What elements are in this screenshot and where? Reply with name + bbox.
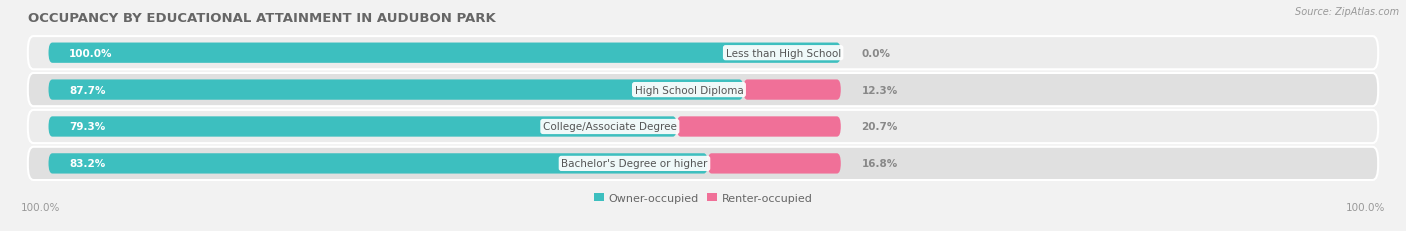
FancyBboxPatch shape bbox=[28, 37, 1378, 70]
Text: College/Associate Degree: College/Associate Degree bbox=[543, 122, 676, 132]
Text: 16.8%: 16.8% bbox=[862, 159, 897, 169]
Text: Bachelor's Degree or higher: Bachelor's Degree or higher bbox=[561, 159, 707, 169]
Text: 20.7%: 20.7% bbox=[862, 122, 898, 132]
FancyBboxPatch shape bbox=[28, 74, 1378, 107]
Text: 100.0%: 100.0% bbox=[21, 202, 60, 212]
Text: 12.3%: 12.3% bbox=[862, 85, 897, 95]
Text: OCCUPANCY BY EDUCATIONAL ATTAINMENT IN AUDUBON PARK: OCCUPANCY BY EDUCATIONAL ATTAINMENT IN A… bbox=[28, 12, 495, 24]
FancyBboxPatch shape bbox=[48, 117, 676, 137]
Text: Less than High School: Less than High School bbox=[725, 49, 841, 58]
FancyBboxPatch shape bbox=[28, 110, 1378, 143]
FancyBboxPatch shape bbox=[707, 154, 841, 174]
Text: Source: ZipAtlas.com: Source: ZipAtlas.com bbox=[1295, 7, 1399, 17]
Text: High School Diploma: High School Diploma bbox=[634, 85, 744, 95]
FancyBboxPatch shape bbox=[48, 43, 841, 64]
Text: 87.7%: 87.7% bbox=[69, 85, 105, 95]
FancyBboxPatch shape bbox=[676, 117, 841, 137]
Text: 0.0%: 0.0% bbox=[862, 49, 890, 58]
Text: 100.0%: 100.0% bbox=[1346, 202, 1385, 212]
FancyBboxPatch shape bbox=[48, 80, 744, 100]
FancyBboxPatch shape bbox=[744, 80, 841, 100]
Legend: Owner-occupied, Renter-occupied: Owner-occupied, Renter-occupied bbox=[593, 193, 813, 203]
Text: 100.0%: 100.0% bbox=[69, 49, 112, 58]
FancyBboxPatch shape bbox=[28, 147, 1378, 180]
Text: 79.3%: 79.3% bbox=[69, 122, 105, 132]
Text: 83.2%: 83.2% bbox=[69, 159, 105, 169]
FancyBboxPatch shape bbox=[48, 154, 707, 174]
